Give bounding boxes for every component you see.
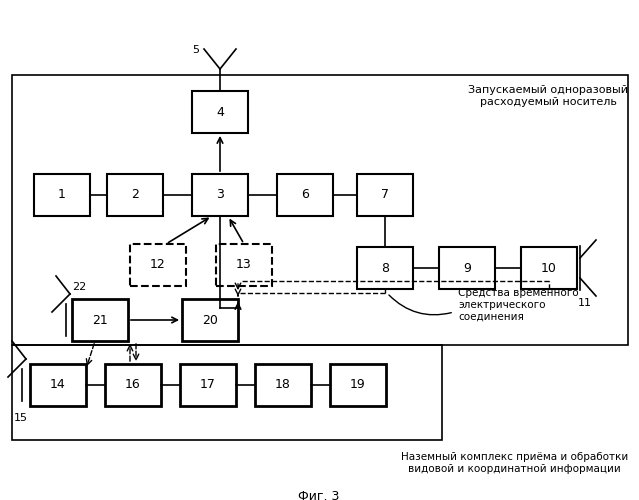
Text: 17: 17 bbox=[200, 378, 216, 392]
Text: 8: 8 bbox=[381, 262, 389, 274]
Text: 6: 6 bbox=[301, 188, 309, 202]
Text: Наземный комплекс приёма и обработки
видовой и координатной информации: Наземный комплекс приёма и обработки вид… bbox=[401, 452, 628, 473]
Bar bbox=[521, 247, 577, 289]
Text: 20: 20 bbox=[202, 314, 218, 326]
Bar bbox=[182, 299, 238, 341]
Text: 7: 7 bbox=[381, 188, 389, 202]
Bar bbox=[12, 345, 442, 440]
Text: 10: 10 bbox=[541, 262, 557, 274]
Bar bbox=[180, 364, 236, 406]
Text: 19: 19 bbox=[350, 378, 366, 392]
Bar bbox=[255, 364, 311, 406]
Text: 12: 12 bbox=[150, 258, 166, 272]
Text: 2: 2 bbox=[131, 188, 139, 202]
Bar bbox=[107, 174, 163, 216]
Bar bbox=[330, 364, 386, 406]
Bar bbox=[130, 244, 186, 286]
Bar bbox=[357, 247, 413, 289]
Text: 15: 15 bbox=[14, 413, 28, 423]
Bar bbox=[30, 364, 86, 406]
FancyArrowPatch shape bbox=[389, 295, 451, 315]
Text: 21: 21 bbox=[92, 314, 108, 326]
Text: Запускаемый одноразовый
расходуемый носитель: Запускаемый одноразовый расходуемый носи… bbox=[468, 85, 628, 106]
Bar bbox=[72, 299, 128, 341]
Text: 22: 22 bbox=[72, 282, 86, 292]
Text: 9: 9 bbox=[463, 262, 471, 274]
Text: 18: 18 bbox=[275, 378, 291, 392]
Text: 5: 5 bbox=[192, 45, 199, 55]
Text: 16: 16 bbox=[125, 378, 141, 392]
Bar bbox=[357, 174, 413, 216]
Text: 11: 11 bbox=[578, 298, 592, 308]
Text: Фиг. 3: Фиг. 3 bbox=[298, 490, 340, 500]
Text: 1: 1 bbox=[58, 188, 66, 202]
Text: 3: 3 bbox=[216, 188, 224, 202]
Bar bbox=[216, 244, 272, 286]
Text: 4: 4 bbox=[216, 106, 224, 118]
Bar bbox=[105, 364, 161, 406]
Bar bbox=[192, 174, 248, 216]
Text: 13: 13 bbox=[236, 258, 252, 272]
Bar bbox=[34, 174, 90, 216]
Bar bbox=[439, 247, 495, 289]
Text: Средства временного
электрического
соединения: Средства временного электрического соеди… bbox=[458, 288, 579, 321]
Bar bbox=[12, 75, 628, 345]
Bar bbox=[192, 91, 248, 133]
Text: 14: 14 bbox=[50, 378, 66, 392]
Bar bbox=[277, 174, 333, 216]
